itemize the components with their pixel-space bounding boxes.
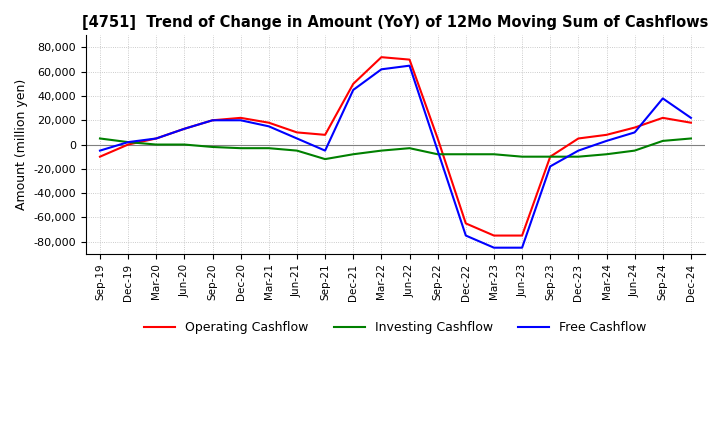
Investing Cashflow [208,144,217,150]
Operating Cashflow [321,132,330,137]
Investing Cashflow [321,157,330,162]
Investing Cashflow [292,148,301,153]
Investing Cashflow [96,136,104,141]
Operating Cashflow [433,136,442,141]
Operating Cashflow [236,115,245,121]
Free Cashflow [321,148,330,153]
Free Cashflow [377,67,386,72]
Legend: Operating Cashflow, Investing Cashflow, Free Cashflow: Operating Cashflow, Investing Cashflow, … [139,316,652,339]
Investing Cashflow [124,139,132,145]
Operating Cashflow [659,115,667,121]
Free Cashflow [349,87,358,92]
Free Cashflow [292,136,301,141]
Title: [4751]  Trend of Change in Amount (YoY) of 12Mo Moving Sum of Cashflows: [4751] Trend of Change in Amount (YoY) o… [82,15,708,30]
Investing Cashflow [630,148,639,153]
Operating Cashflow [405,57,414,62]
Operating Cashflow [208,117,217,123]
Free Cashflow [462,233,470,238]
Free Cashflow [405,63,414,68]
Investing Cashflow [574,154,582,159]
Free Cashflow [236,117,245,123]
Investing Cashflow [349,152,358,157]
Investing Cashflow [264,146,273,151]
Operating Cashflow [630,125,639,130]
Investing Cashflow [490,152,498,157]
Investing Cashflow [433,152,442,157]
Investing Cashflow [462,152,470,157]
Investing Cashflow [152,142,161,147]
Free Cashflow [630,130,639,135]
Line: Investing Cashflow: Investing Cashflow [100,139,691,159]
Investing Cashflow [659,138,667,143]
Investing Cashflow [546,154,554,159]
Operating Cashflow [377,55,386,60]
Operating Cashflow [462,221,470,226]
Free Cashflow [546,164,554,169]
Investing Cashflow [377,148,386,153]
Operating Cashflow [96,154,104,159]
Free Cashflow [433,148,442,153]
Free Cashflow [152,136,161,141]
Y-axis label: Amount (million yen): Amount (million yen) [15,79,28,210]
Free Cashflow [264,124,273,129]
Investing Cashflow [602,152,611,157]
Operating Cashflow [349,81,358,87]
Free Cashflow [602,138,611,143]
Line: Operating Cashflow: Operating Cashflow [100,57,691,235]
Free Cashflow [659,96,667,101]
Investing Cashflow [687,136,696,141]
Free Cashflow [96,148,104,153]
Operating Cashflow [687,120,696,125]
Free Cashflow [124,139,132,145]
Investing Cashflow [405,146,414,151]
Investing Cashflow [180,142,189,147]
Operating Cashflow [518,233,526,238]
Free Cashflow [518,245,526,250]
Free Cashflow [574,148,582,153]
Operating Cashflow [264,120,273,125]
Operating Cashflow [602,132,611,137]
Line: Free Cashflow: Free Cashflow [100,66,691,248]
Operating Cashflow [546,154,554,159]
Free Cashflow [490,245,498,250]
Free Cashflow [208,117,217,123]
Free Cashflow [687,115,696,121]
Free Cashflow [180,126,189,132]
Operating Cashflow [292,130,301,135]
Investing Cashflow [236,146,245,151]
Operating Cashflow [180,126,189,132]
Operating Cashflow [490,233,498,238]
Operating Cashflow [124,142,132,147]
Operating Cashflow [152,136,161,141]
Operating Cashflow [574,136,582,141]
Investing Cashflow [518,154,526,159]
